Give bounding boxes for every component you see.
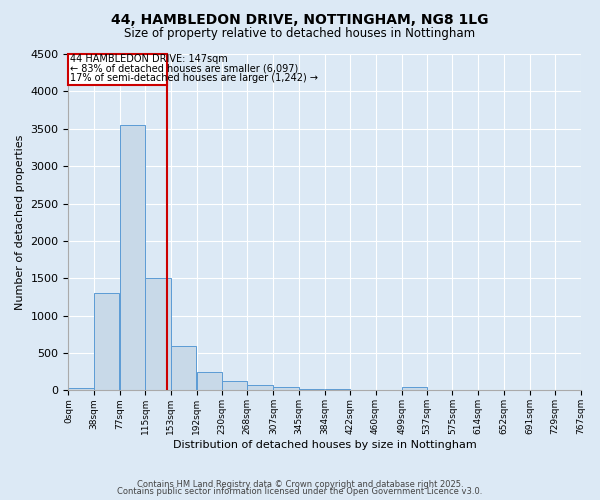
Text: ← 83% of detached houses are smaller (6,097): ← 83% of detached houses are smaller (6,… [70,64,299,74]
Bar [68,54,167,86]
Bar [94,293,119,390]
Text: Size of property relative to detached houses in Nottingham: Size of property relative to detached ho… [124,28,476,40]
Bar [120,125,145,390]
Bar [145,278,170,390]
Bar [68,388,94,390]
Bar [170,346,196,391]
X-axis label: Distribution of detached houses by size in Nottingham: Distribution of detached houses by size … [173,440,476,450]
Text: Contains public sector information licensed under the Open Government Licence v3: Contains public sector information licen… [118,487,482,496]
Text: 44, HAMBLEDON DRIVE, NOTTINGHAM, NG8 1LG: 44, HAMBLEDON DRIVE, NOTTINGHAM, NG8 1LG [111,12,489,26]
Bar [401,386,427,390]
Bar [222,382,247,390]
Text: Contains HM Land Registry data © Crown copyright and database right 2025.: Contains HM Land Registry data © Crown c… [137,480,463,489]
Bar [197,372,222,390]
Text: 44 HAMBLEDON DRIVE: 147sqm: 44 HAMBLEDON DRIVE: 147sqm [70,54,228,64]
Bar [247,385,273,390]
Y-axis label: Number of detached properties: Number of detached properties [15,134,25,310]
Bar [274,388,299,390]
Bar [299,388,324,390]
Text: 17% of semi-detached houses are larger (1,242) →: 17% of semi-detached houses are larger (… [70,74,319,84]
